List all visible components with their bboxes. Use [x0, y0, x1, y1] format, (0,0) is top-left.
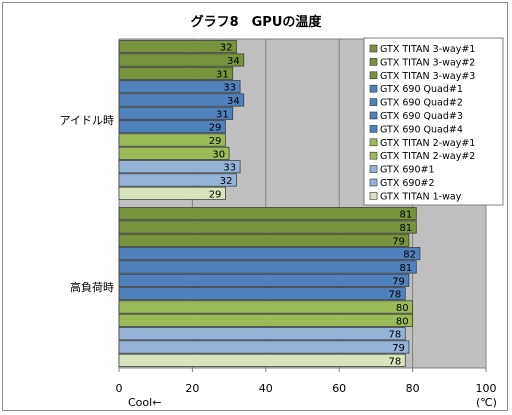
data-label: 30 — [212, 149, 225, 160]
bar — [118, 173, 237, 187]
legend-entry: GTX 690 Quad#4 — [380, 124, 463, 135]
x-tick-label: 0 — [116, 382, 123, 395]
legend-swatch — [369, 44, 378, 53]
data-label: 78 — [389, 356, 402, 367]
legend-entry: GTX 690#1 — [380, 165, 435, 176]
bar — [118, 207, 417, 221]
x-tick-label: 20 — [185, 382, 199, 395]
legend-swatch — [369, 165, 378, 173]
x-tick-label: 100 — [476, 382, 497, 395]
data-label: 29 — [209, 189, 222, 200]
data-label: 80 — [396, 316, 409, 327]
bar — [118, 340, 410, 354]
legend-entry: GTX TITAN 3-way#2 — [380, 57, 475, 68]
bar — [118, 300, 413, 314]
bar — [118, 93, 245, 107]
bar — [118, 353, 406, 367]
data-label: 79 — [392, 236, 405, 247]
data-label: 34 — [227, 56, 240, 67]
bar — [118, 273, 410, 287]
data-label: 33 — [223, 83, 236, 94]
legend-entry: GTX 690 Quad#2 — [380, 98, 463, 109]
bar — [118, 146, 230, 160]
legend-entry: GTX TITAN 3-way#3 — [380, 71, 475, 82]
bar — [118, 233, 410, 247]
data-label: 79 — [392, 276, 405, 287]
legend-swatch — [369, 98, 378, 106]
legend-swatch — [369, 111, 378, 120]
bar — [118, 247, 421, 261]
data-label: 81 — [400, 210, 413, 221]
category-label: アイドル時 — [60, 114, 114, 127]
category-label: 高負荷時 — [70, 280, 114, 294]
bars: 32 34 31 33 34 31 29 29 30 33 32 29 81 81 79 82 81 79 78 80… — [118, 40, 421, 367]
data-label: 79 — [392, 343, 405, 354]
bar — [118, 186, 226, 200]
data-label: 82 — [403, 250, 416, 261]
legend-box — [363, 37, 504, 206]
data-label: 31 — [216, 69, 229, 80]
legend-swatch — [369, 151, 378, 160]
x-tick-label: 60 — [332, 382, 346, 395]
data-label: 78 — [389, 290, 402, 301]
chart-title: グラフ8 GPUの温度 — [191, 14, 323, 30]
bar — [118, 106, 234, 120]
bar — [118, 313, 413, 327]
legend-swatch — [369, 58, 378, 66]
legend-swatch — [369, 192, 378, 200]
bar — [118, 220, 417, 234]
legend-entry: GTX TITAN 2-way#2 — [380, 151, 475, 162]
legend-swatch — [369, 125, 378, 133]
bar — [118, 133, 226, 147]
bar — [118, 287, 406, 301]
direction-label: Cool← — [128, 396, 161, 409]
bar — [118, 160, 241, 174]
legend-entry: GTX 690 Quad#1 — [380, 84, 463, 95]
x-tick-label: 80 — [406, 382, 420, 395]
legend-swatch — [369, 71, 378, 80]
x-tick-labels: 0 20 40 60 80 100 — [116, 368, 497, 395]
data-label: 80 — [396, 303, 409, 314]
bar — [118, 120, 226, 134]
data-label: 29 — [209, 123, 222, 134]
data-label: 29 — [209, 136, 222, 147]
bar — [118, 53, 245, 67]
bar — [118, 66, 234, 80]
legend: GTX TITAN 3-way#1 GTX TITAN 3-way#2 GTX TI… — [363, 37, 504, 206]
legend-swatch — [369, 138, 378, 147]
legend-swatch — [369, 178, 378, 187]
data-label: 32 — [220, 176, 233, 187]
legend-entry: GTX TITAN 3-way#1 — [380, 44, 475, 55]
legend-entry: GTX TITAN 1-way — [380, 191, 462, 202]
legend-entry: GTX 690 Quad#3 — [380, 111, 463, 122]
data-label: 31 — [216, 109, 229, 120]
legend-entry: GTX 690#2 — [380, 178, 435, 189]
bar — [118, 260, 417, 274]
data-label: 34 — [227, 96, 240, 107]
bar — [118, 40, 237, 54]
bar — [118, 327, 406, 341]
unit-label: (℃) — [476, 396, 497, 409]
legend-swatch — [369, 84, 378, 93]
data-label: 32 — [220, 43, 233, 54]
legend-entry: GTX TITAN 2-way#1 — [380, 138, 475, 149]
x-tick-label: 40 — [259, 382, 273, 395]
data-label: 78 — [389, 330, 402, 341]
data-label: 81 — [400, 223, 413, 234]
bar — [118, 80, 241, 94]
data-label: 81 — [400, 263, 413, 274]
data-label: 33 — [223, 163, 236, 174]
